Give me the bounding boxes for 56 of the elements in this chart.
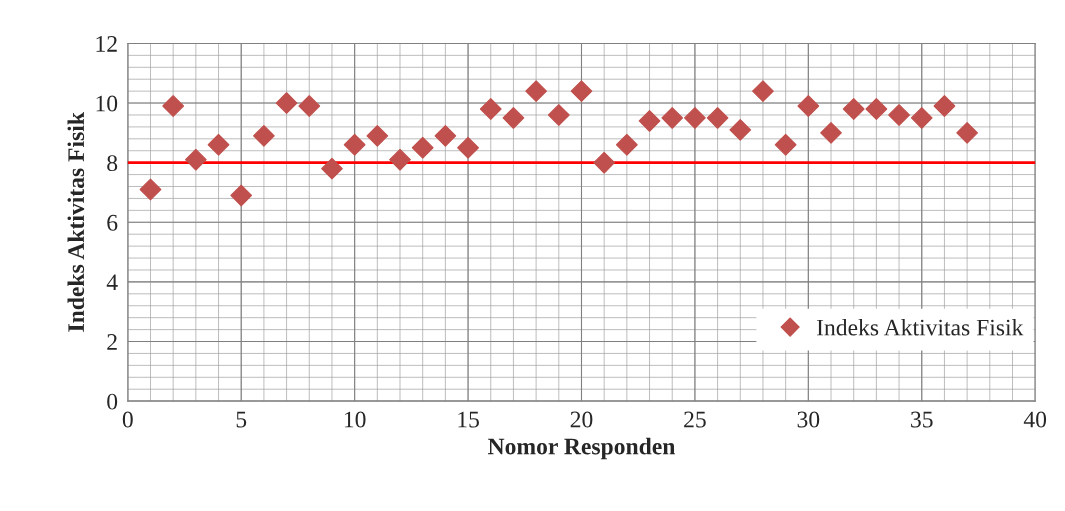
y-tick-label: 6 (107, 214, 118, 231)
point (525, 80, 548, 103)
point (479, 98, 502, 120)
x-tick-label: 35 (911, 411, 933, 428)
x-tick-label: 20 (570, 411, 593, 428)
point (434, 124, 457, 147)
point (366, 124, 389, 147)
point (706, 107, 729, 129)
point (184, 148, 207, 171)
point (207, 133, 230, 156)
y-tick-label: 2 (107, 334, 117, 350)
point (570, 80, 593, 103)
y-axis-title: Indeks Aktivitas Fisik (67, 112, 85, 332)
point (321, 157, 343, 180)
x-axis-title: Nomor Responden (488, 437, 676, 460)
x-tick-label: 40 (1023, 411, 1047, 428)
y-tick-label: 12 (96, 35, 117, 52)
x-tick-label: 5 (236, 411, 247, 428)
point (774, 133, 797, 156)
point (910, 107, 933, 129)
point (275, 92, 298, 114)
point (411, 136, 434, 159)
point (253, 124, 275, 147)
point (502, 107, 525, 129)
point (865, 98, 888, 120)
point (888, 104, 910, 126)
point (457, 136, 479, 159)
point (389, 148, 411, 171)
point (343, 133, 366, 156)
point (139, 178, 162, 201)
point (820, 121, 842, 144)
legend-label: Indeks Aktivitas Fisik (816, 318, 1024, 336)
point (684, 107, 706, 129)
point (956, 121, 979, 144)
point (729, 118, 752, 141)
y-tick-label: 10 (96, 95, 118, 112)
y-tick-label: 0 (107, 393, 118, 410)
point (933, 95, 956, 117)
point (298, 95, 321, 117)
y-tick-label: 8 (107, 155, 118, 172)
x-tick-label: 15 (458, 411, 479, 428)
x-tick-label: 25 (684, 411, 706, 428)
point (162, 95, 185, 117)
point (230, 184, 253, 207)
point (797, 95, 820, 117)
point (661, 107, 684, 129)
point (547, 104, 570, 126)
point (615, 133, 638, 156)
point (752, 80, 774, 103)
y-tick-label: 4 (106, 274, 118, 291)
point (593, 151, 616, 174)
x-tick-label: 10 (344, 411, 366, 428)
point (842, 98, 865, 120)
x-tick-label: 30 (797, 411, 820, 428)
x-tick-label: 0 (122, 411, 133, 428)
point (638, 110, 661, 132)
